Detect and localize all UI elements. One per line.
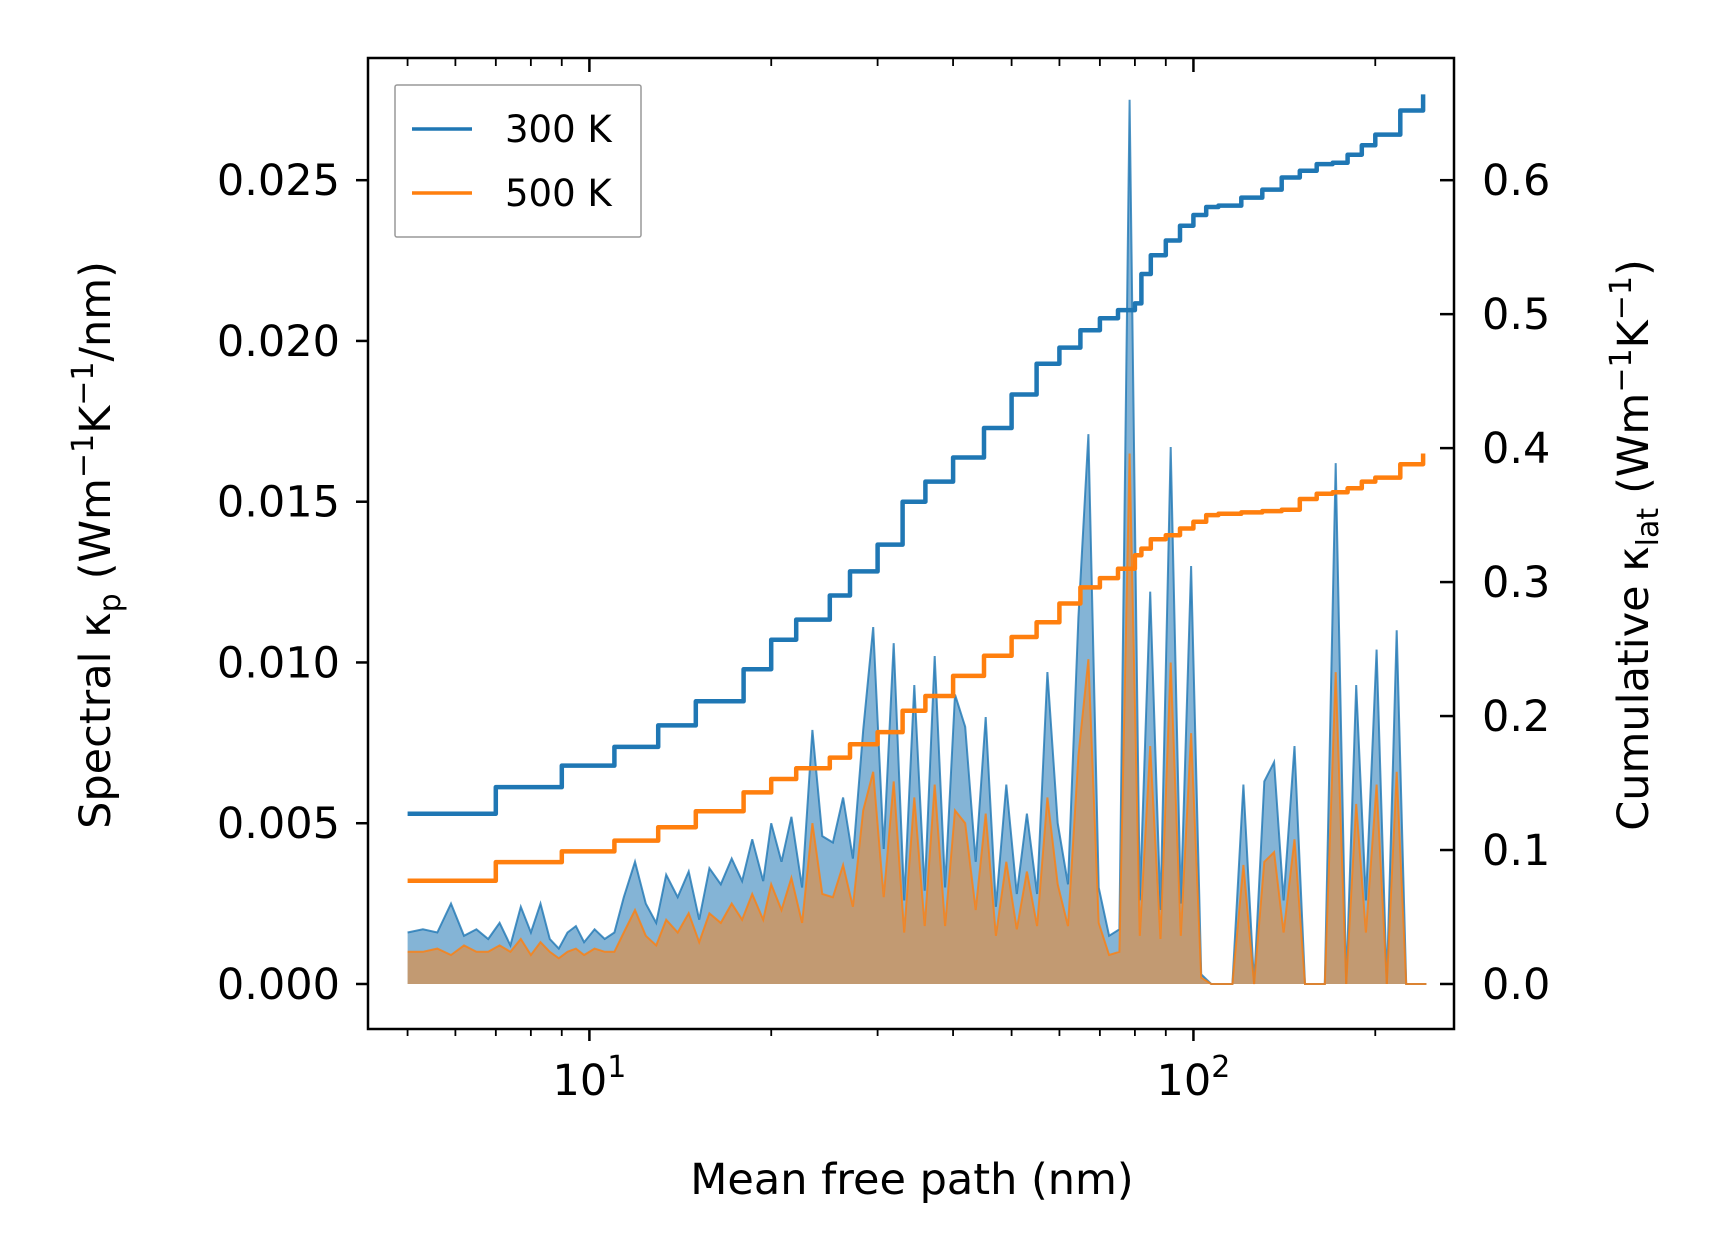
y-left-tick-label: 0.010 <box>217 638 340 688</box>
x-axis-label: Mean free path (nm) <box>690 1155 1133 1205</box>
y-left-tick-label: 0.005 <box>217 799 340 849</box>
plot-frame <box>366 56 1456 1031</box>
legend-box <box>394 84 642 238</box>
y-left-tick-label: 0.015 <box>217 478 340 528</box>
y-left-tick-label: 0.025 <box>217 156 340 206</box>
cumulative-lines <box>407 94 1426 884</box>
spectral-area-500k <box>407 453 1427 984</box>
spectral-fills <box>407 99 1427 985</box>
legend: 300 K 500 K <box>394 84 642 238</box>
cumulative-line-500k <box>407 453 1426 884</box>
y-right-tick-label: 0.0 <box>1482 960 1550 1010</box>
spectral-line-500k <box>407 453 1427 985</box>
spectral-line-300k <box>407 99 1427 985</box>
x-tick-label: 102 <box>1157 1050 1231 1106</box>
legend-label-500k: 500 K <box>505 172 613 215</box>
y-right-tick-label: 0.5 <box>1482 290 1550 340</box>
cumulative-line-300k <box>407 94 1426 817</box>
axis-ticks: 0.000 0.005 0.010 0.015 0.020 0.025 0.0 0.1 0.2 0… <box>217 58 1550 1106</box>
y-right-tick-label: 0.2 <box>1482 692 1550 742</box>
legend-label-300k: 300 K <box>505 108 613 151</box>
y-left-tick-label: 0.020 <box>217 317 340 367</box>
y-right-tick-label: 0.6 <box>1482 156 1550 206</box>
y-right-tick-label: 0.1 <box>1482 826 1550 876</box>
y-right-tick-label: 0.3 <box>1482 558 1550 608</box>
x-tick-label: 101 <box>552 1050 626 1106</box>
y-axis-right-label: Cumulative κlat(Wm−1K−1) <box>1604 259 1666 831</box>
y-left-tick-label: 0.000 <box>217 960 340 1010</box>
y-axis-left-label: Spectral κp(Wm−1K−1/nm) <box>66 261 128 829</box>
y-right-tick-label: 0.4 <box>1482 424 1550 474</box>
